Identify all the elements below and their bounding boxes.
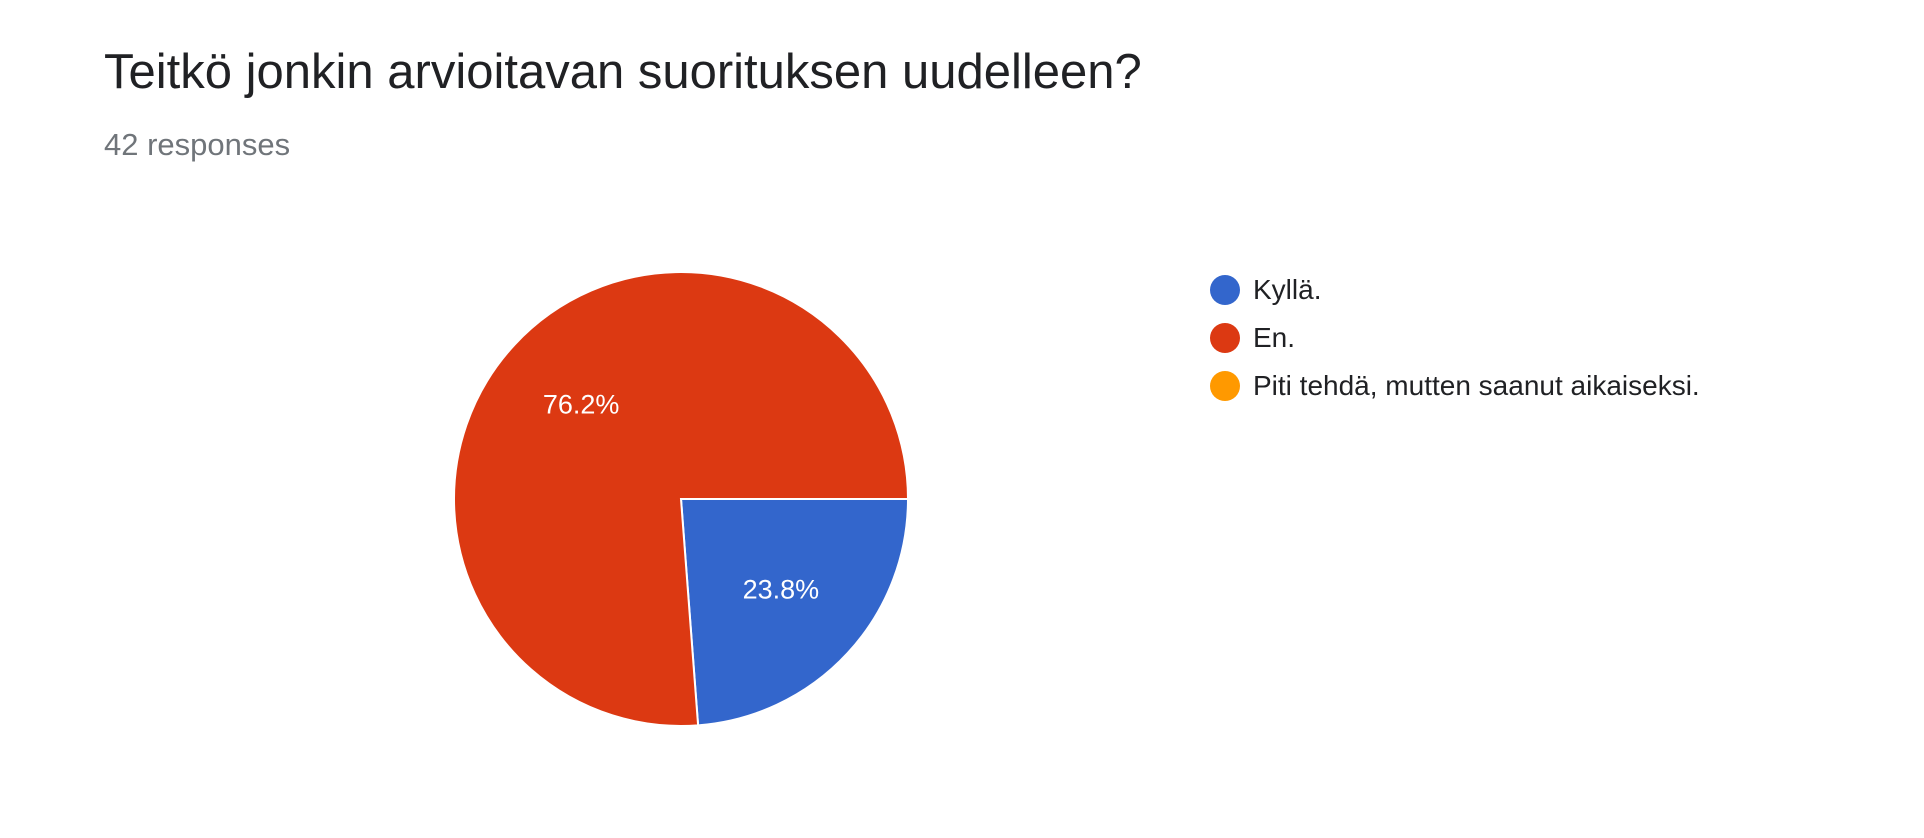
response-count: 42 responses [104, 127, 291, 162]
chart-legend: Kyllä. En. Piti tehdä, mutten saanut aik… [1210, 266, 1700, 410]
legend-label: Piti tehdä, mutten saanut aikaiseksi. [1253, 370, 1700, 401]
legend-item-en[interactable]: En. [1210, 314, 1700, 362]
legend-swatch-icon [1210, 275, 1240, 305]
pie-slice-1[interactable] [679, 498, 910, 727]
legend-label: En. [1253, 322, 1296, 353]
legend-item-piti-tehda[interactable]: Piti tehdä, mutten saanut aikaiseksi. [1210, 362, 1700, 410]
slice-value-label: 23.8% [743, 575, 820, 605]
legend-label: Kyllä. [1253, 274, 1322, 305]
pie-slices [453, 271, 910, 727]
legend-swatch-icon [1210, 371, 1240, 401]
legend-swatch-icon [1210, 323, 1240, 353]
pie-slice-2[interactable] [453, 271, 910, 727]
slice-value-label: 76.2% [543, 390, 620, 420]
pie-slice-labels: 23.8% 76.2% [543, 390, 819, 605]
chart-title: Teitkö jonkin arvioitavan suorituksen uu… [104, 45, 1142, 99]
legend-item-kylla[interactable]: Kyllä. [1210, 266, 1700, 314]
